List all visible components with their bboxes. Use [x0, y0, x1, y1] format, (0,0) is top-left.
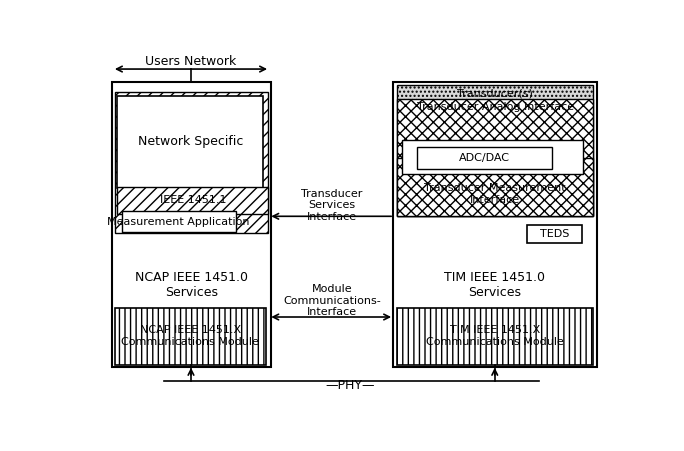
- Text: TIM IEEE 1451.0
Services: TIM IEEE 1451.0 Services: [444, 271, 545, 299]
- Text: Measurement Application: Measurement Application: [107, 216, 250, 226]
- Bar: [393, 82, 597, 367]
- Bar: [397, 99, 593, 216]
- Bar: [115, 308, 265, 365]
- Text: Network Specific: Network Specific: [137, 135, 243, 148]
- Text: IEEE 1451.1: IEEE 1451.1: [159, 195, 226, 205]
- Text: Users Network: Users Network: [146, 55, 237, 68]
- Text: Transducer Measurement
Interface: Transducer Measurement Interface: [425, 183, 566, 205]
- Bar: [417, 147, 552, 170]
- Bar: [397, 158, 593, 216]
- Bar: [118, 96, 263, 188]
- Text: Module
Communications-
Interface: Module Communications- Interface: [283, 284, 381, 318]
- Text: TIM IEEE 1451.X
Communications Module: TIM IEEE 1451.X Communications Module: [426, 326, 564, 347]
- Text: NCAP IEEE 1451.X
Communications Module: NCAP IEEE 1451.X Communications Module: [121, 326, 259, 347]
- Bar: [397, 308, 593, 365]
- Bar: [527, 225, 582, 243]
- Bar: [115, 92, 268, 233]
- Text: —PHY—: —PHY—: [326, 379, 376, 392]
- Text: Transducer
Services
Interface: Transducer Services Interface: [302, 189, 363, 222]
- Text: Transducer(s): Transducer(s): [458, 88, 534, 98]
- Bar: [118, 187, 268, 214]
- Bar: [112, 82, 271, 367]
- Text: Transducer Analog Interface: Transducer Analog Interface: [417, 102, 574, 112]
- Bar: [397, 85, 593, 216]
- Bar: [402, 140, 583, 174]
- Text: NCAP IEEE 1451.0
Services: NCAP IEEE 1451.0 Services: [135, 271, 248, 299]
- Bar: [122, 211, 235, 232]
- Text: TEDS: TEDS: [540, 229, 569, 239]
- Text: ADC/DAC: ADC/DAC: [459, 153, 510, 163]
- Text: Signal Conditioner: Signal Conditioner: [441, 152, 544, 162]
